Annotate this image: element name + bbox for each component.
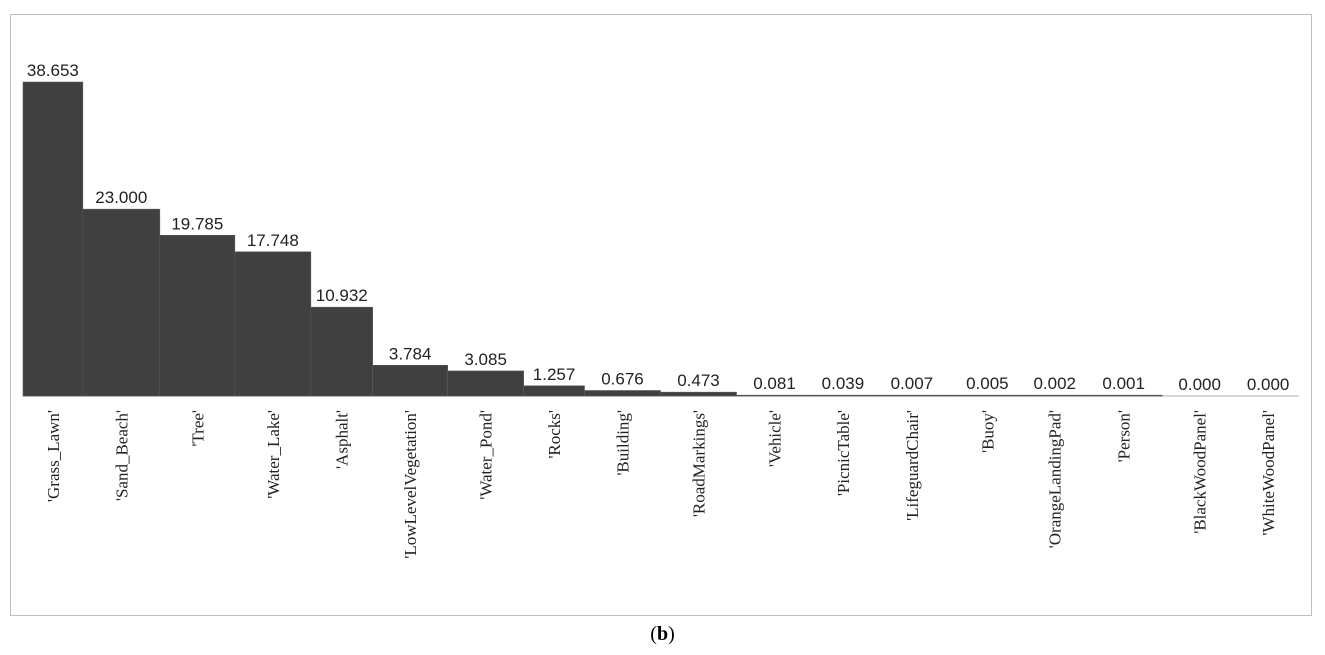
category-label: 'RoadMarkings' [689, 410, 708, 517]
category-label: 'Building' [613, 410, 632, 476]
data-label: 0.002 [1033, 374, 1076, 393]
caption-close: ) [668, 623, 675, 645]
data-label: 0.676 [601, 370, 644, 389]
category-label: 'WhiteWoodPanel' [1259, 410, 1278, 536]
data-label: 0.000 [1178, 375, 1221, 394]
category-label: 'LifeguardChair' [903, 410, 922, 521]
category-label: 'Asphalt' [333, 410, 352, 469]
bar [584, 390, 661, 397]
figure-caption: (b) [0, 623, 1325, 646]
bar [82, 208, 161, 397]
data-label: 3.784 [389, 344, 432, 363]
category-label: 'Buoy' [978, 410, 997, 453]
category-label: 'Grass_Lawn' [44, 410, 63, 502]
bar [372, 364, 448, 397]
bar [950, 394, 1025, 397]
data-label: 0.001 [1102, 374, 1145, 393]
category-label: 'Person' [1115, 410, 1134, 462]
data-label: 0.000 [1247, 375, 1290, 394]
category-label: 'OrangeLandingPad' [1046, 410, 1065, 548]
category-label: 'Tree' [188, 410, 207, 447]
bar [1024, 394, 1086, 397]
data-label: 23.000 [95, 188, 147, 207]
category-label: 'Water_Pond' [477, 410, 496, 500]
data-label: 10.932 [316, 286, 368, 305]
bar [812, 394, 874, 397]
category-label: 'BlackWoodPanel' [1191, 410, 1210, 534]
bar [660, 391, 737, 397]
data-label: 38.653 [27, 61, 79, 80]
caption-open: ( [650, 623, 657, 645]
bar [1084, 394, 1163, 397]
bar [22, 81, 84, 397]
category-label: 'Water_Lake' [264, 410, 283, 499]
data-label: 0.007 [891, 374, 934, 393]
bar [447, 370, 524, 397]
bar [310, 306, 373, 397]
category-label: 'Vehicle' [766, 410, 785, 467]
data-label: 0.473 [677, 371, 720, 390]
bar [736, 394, 813, 397]
category-label: 'Rocks' [545, 410, 564, 459]
data-label: 0.039 [822, 374, 865, 393]
data-label: 3.085 [464, 350, 507, 369]
bar [234, 251, 312, 397]
bar [873, 394, 951, 397]
data-label: 0.081 [753, 374, 796, 393]
data-label: 0.005 [966, 374, 1009, 393]
caption-letter: b [656, 623, 669, 645]
bar-chart: 38.653 'Grass_Lawn' 23.000 'Sand_Beach' 19.7… [22, 61, 1299, 559]
bar [159, 234, 236, 397]
category-label: 'Sand_Beach' [112, 410, 131, 501]
category-label: 'LowLevelVegetation' [401, 410, 420, 559]
data-label: 1.257 [533, 365, 576, 384]
data-label: 17.748 [247, 231, 299, 250]
chart-frame: 38.653 'Grass_Lawn' 23.000 'Sand_Beach' 19.7… [10, 14, 1312, 616]
category-label: 'PicnicTable' [834, 410, 853, 496]
data-label: 19.785 [171, 214, 223, 233]
bar [523, 385, 585, 397]
